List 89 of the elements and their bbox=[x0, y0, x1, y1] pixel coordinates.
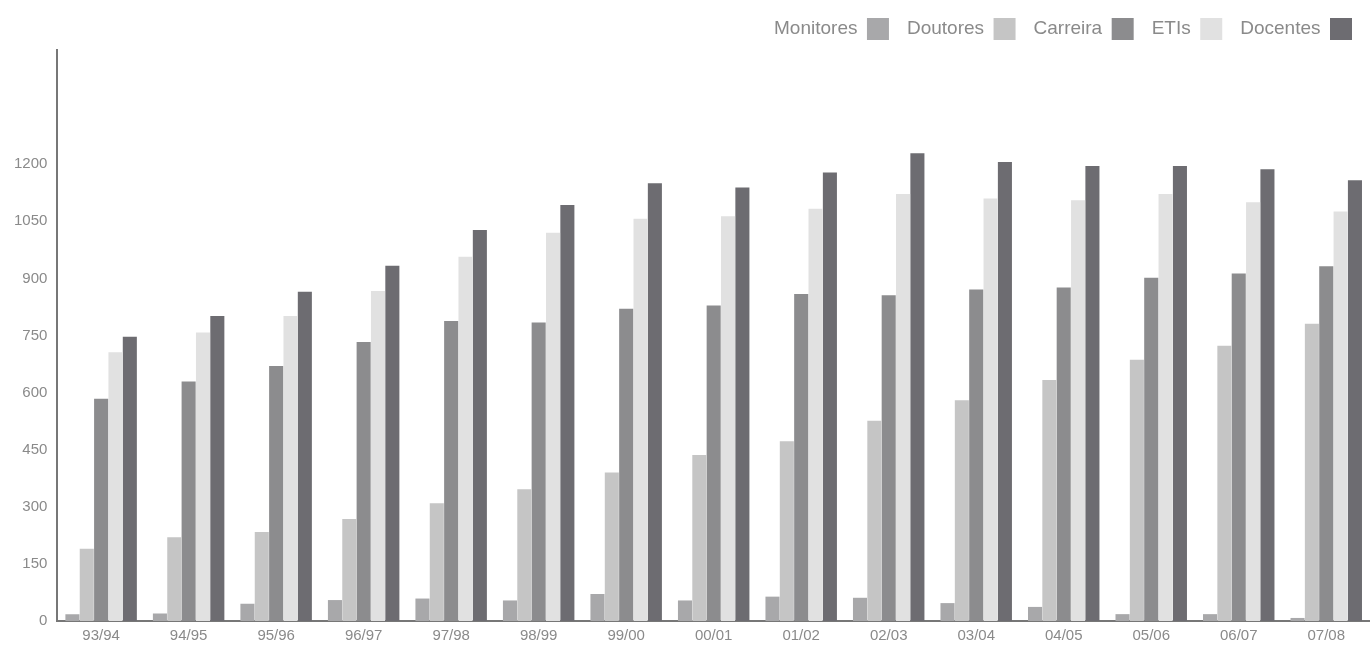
x-tick-label: 05/06 bbox=[1132, 626, 1170, 644]
x-tick-label: 96/97 bbox=[344, 626, 383, 644]
bar bbox=[1144, 277, 1159, 621]
bar bbox=[444, 321, 459, 621]
y-tick-label: 600 bbox=[22, 382, 48, 400]
bar bbox=[283, 316, 298, 621]
bar bbox=[1246, 202, 1261, 621]
bar bbox=[604, 472, 619, 621]
bar bbox=[983, 198, 998, 621]
bar bbox=[327, 600, 342, 621]
y-tick-label: 150 bbox=[22, 554, 48, 572]
bar bbox=[152, 613, 167, 621]
bar bbox=[195, 332, 211, 621]
x-tick-label: 04/05 bbox=[1044, 626, 1083, 644]
bar bbox=[269, 365, 284, 621]
bar bbox=[619, 308, 634, 621]
bar bbox=[502, 600, 517, 621]
bar bbox=[721, 216, 736, 621]
x-tick-label: 97/98 bbox=[432, 626, 470, 644]
bar bbox=[79, 548, 94, 621]
bar bbox=[808, 208, 823, 621]
bar bbox=[1056, 287, 1071, 621]
bar bbox=[1115, 614, 1130, 621]
bar bbox=[706, 305, 721, 621]
legend-label: Carreira bbox=[1033, 17, 1103, 39]
bar bbox=[940, 603, 955, 621]
bar bbox=[254, 531, 269, 621]
bar bbox=[356, 341, 371, 621]
bar bbox=[1304, 323, 1319, 621]
bar bbox=[240, 603, 255, 621]
bar bbox=[881, 295, 896, 621]
bar bbox=[765, 596, 780, 621]
bar bbox=[852, 597, 868, 621]
y-tick-label: 300 bbox=[22, 496, 48, 514]
bar bbox=[1203, 614, 1218, 621]
bar bbox=[969, 289, 984, 621]
bar bbox=[65, 614, 80, 621]
bar bbox=[342, 518, 357, 621]
bar bbox=[517, 489, 532, 621]
bar bbox=[108, 352, 123, 621]
bar bbox=[677, 600, 693, 621]
x-tick-label: 93/94 bbox=[82, 626, 120, 644]
x-tick-label: 03/04 bbox=[957, 626, 995, 644]
bar bbox=[1129, 359, 1144, 621]
bar bbox=[370, 290, 386, 621]
x-tick-label: 95/96 bbox=[257, 626, 295, 644]
bar bbox=[531, 322, 546, 621]
y-tick-label: 1050 bbox=[13, 211, 48, 229]
legend-label: ETIs bbox=[1151, 17, 1191, 39]
x-tick-label: 98/99 bbox=[519, 626, 558, 644]
bar bbox=[954, 400, 969, 621]
bar bbox=[794, 294, 809, 621]
x-tick-label: 02/03 bbox=[869, 626, 908, 644]
bar bbox=[545, 232, 561, 621]
y-tick-label: 450 bbox=[22, 439, 48, 457]
bar bbox=[1290, 617, 1305, 621]
x-tick-label: 00/01 bbox=[694, 626, 733, 644]
y-tick-label: 0 bbox=[39, 611, 48, 629]
bar bbox=[1231, 273, 1246, 621]
bar bbox=[1042, 380, 1057, 621]
bar bbox=[867, 420, 882, 621]
bar bbox=[181, 381, 196, 621]
y-tick-label: 750 bbox=[22, 325, 48, 343]
x-tick-label: 01/02 bbox=[782, 626, 820, 644]
x-tick-label: 06/07 bbox=[1219, 626, 1258, 644]
legend-label: Docentes bbox=[1240, 17, 1321, 39]
bar bbox=[779, 441, 794, 621]
bar bbox=[415, 598, 430, 621]
bar bbox=[896, 193, 911, 621]
x-tick-label: 99/00 bbox=[607, 626, 645, 644]
legend-label: Monitores bbox=[774, 17, 858, 39]
bar bbox=[94, 398, 109, 621]
x-tick-label: 07/08 bbox=[1307, 626, 1346, 644]
bar bbox=[1027, 606, 1043, 621]
y-tick-label: 1200 bbox=[13, 154, 48, 172]
bar bbox=[1319, 266, 1334, 621]
bar bbox=[692, 455, 707, 621]
bar bbox=[167, 537, 182, 621]
bar bbox=[1158, 193, 1173, 621]
legend-label: Doutores bbox=[906, 17, 985, 39]
bar bbox=[1333, 211, 1348, 621]
bar bbox=[1217, 345, 1232, 621]
bar bbox=[633, 218, 648, 621]
bar bbox=[1071, 200, 1086, 621]
x-tick-label: 94/95 bbox=[169, 626, 208, 644]
bar bbox=[429, 503, 444, 621]
bar bbox=[458, 256, 473, 621]
y-tick-label: 900 bbox=[22, 268, 48, 286]
bar bbox=[590, 593, 605, 621]
